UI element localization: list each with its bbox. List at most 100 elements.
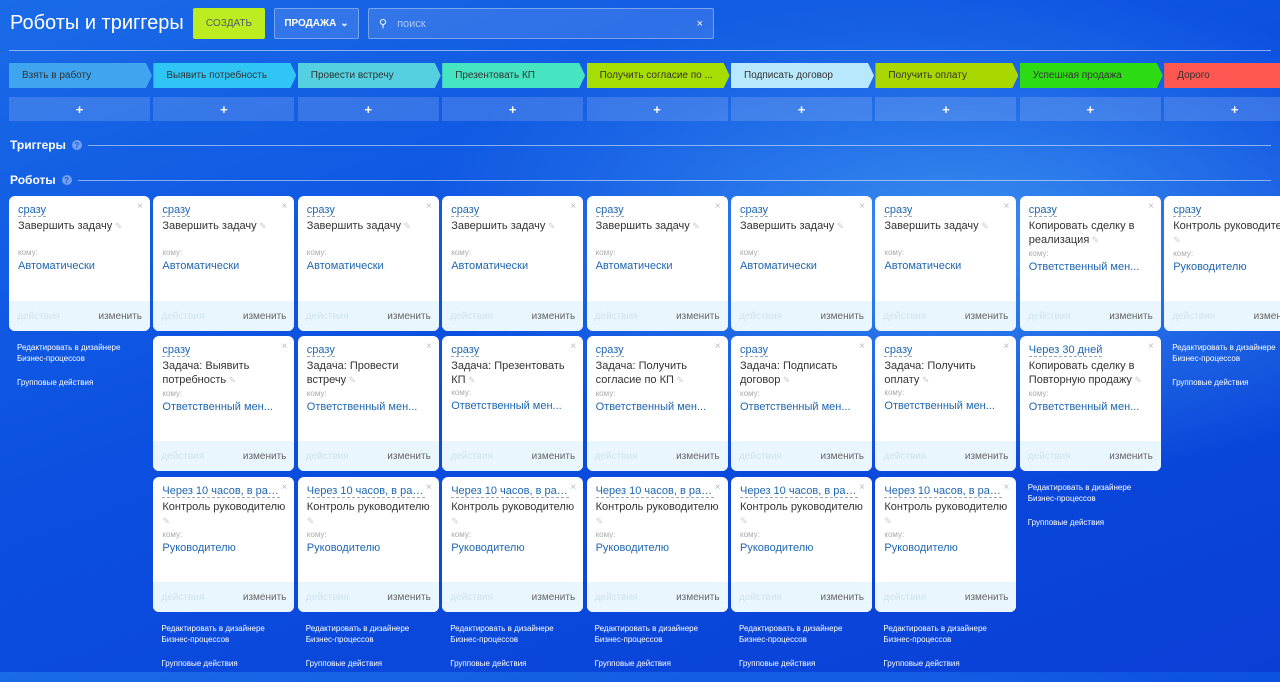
stage-8[interactable]: Дорого [1164,63,1280,88]
designer-link[interactable]: Редактировать в дизайнере Бизнес-процесс… [305,624,410,644]
robot-card[interactable]: Через 30 дней × Копировать сделку в Повтор… [1019,336,1161,471]
robot-delay-link[interactable]: сразу [451,204,480,217]
close-icon[interactable]: × [425,201,432,212]
edit-pencil-icon[interactable]: ✎ [780,375,791,385]
robot-responsible[interactable]: Ответственный мен... [162,401,273,413]
robot-delay-link[interactable]: Через 10 часов, в раб... [162,485,281,498]
robot-delay-link[interactable]: Через 10 часов, в раб... [595,485,714,498]
add-robot-button[interactable]: + [442,97,584,121]
pipeline-select[interactable]: ПРОДАЖА ⌄ [274,8,359,39]
robot-responsible[interactable]: Ответственный мен... [1028,401,1140,413]
actions-link[interactable]: действия [739,310,782,322]
stage-3[interactable]: Презентовать КП [442,63,585,88]
stage-2[interactable]: Провести встречу [298,63,441,88]
edit-pencil-icon[interactable]: ✎ [346,375,357,385]
edit-pencil-icon[interactable]: ✎ [451,516,459,526]
designer-link[interactable]: Редактировать в дизайнере Бизнес-процесс… [594,624,699,644]
close-icon[interactable]: × [714,201,721,212]
edit-link[interactable]: изменить [676,450,720,462]
actions-link[interactable]: действия [161,450,205,462]
edit-pencil-icon[interactable]: ✎ [978,221,989,231]
help-icon[interactable]: ? [61,175,72,185]
actions-link[interactable]: действия [17,310,60,322]
designer-link[interactable]: Редактировать в дизайнере Бизнес-процесс… [450,624,554,644]
close-icon[interactable]: × [570,201,577,212]
edit-link[interactable]: изменить [387,310,431,322]
add-robot-button[interactable]: + [297,97,439,121]
edit-pencil-icon[interactable]: ✎ [162,516,170,526]
robot-card[interactable]: сразу × Задача: Провести встречу ✎ кому: Отв… [297,336,439,471]
designer-link[interactable]: Редактировать в дизайнере Бизнес-процесс… [1027,483,1132,503]
stage-4[interactable]: Получить согласие по ... [587,63,730,88]
close-icon[interactable]: × [425,341,432,352]
robot-responsible[interactable]: Руководителю [740,542,814,554]
robot-responsible[interactable]: Руководителю [1173,261,1247,273]
robot-delay-link[interactable]: Через 10 часов, в раб... [740,485,858,498]
robot-delay-link[interactable]: сразу [884,204,913,217]
robot-delay-link[interactable]: сразу [306,344,335,357]
edit-link[interactable]: изменить [242,591,287,603]
robot-delay-link[interactable]: сразу [740,204,769,217]
edit-link[interactable]: изменить [1109,310,1153,322]
robot-delay-link[interactable]: сразу [162,204,191,217]
add-robot-button[interactable]: + [586,97,728,121]
edit-link[interactable]: изменить [820,591,864,603]
robot-responsible[interactable]: Руководителю [451,542,525,554]
edit-pencil-icon[interactable]: ✎ [884,516,892,526]
edit-link[interactable]: изменить [964,591,1009,603]
robot-delay-link[interactable]: сразу [1028,204,1057,217]
robot-card[interactable]: сразу × Завершить задачу ✎ кому: Автоматичес… [731,196,872,331]
edit-pencil-icon[interactable]: ✎ [226,375,237,385]
robot-card[interactable]: сразу × Завершить задачу ✎ кому: Автоматичес… [442,196,584,331]
edit-link[interactable]: изменить [1253,310,1280,322]
designer-link[interactable]: Редактировать в дизайнере Бизнес-процесс… [883,624,987,644]
edit-pencil-icon[interactable]: ✎ [256,221,267,231]
robot-delay-link[interactable]: Через 10 часов, в раб... [451,485,570,498]
close-icon[interactable]: × [1003,201,1010,212]
group-actions-link[interactable]: Групповые действия [1172,378,1249,387]
group-actions-link[interactable]: Групповые действия [739,659,816,668]
robot-responsible[interactable]: Руководителю [884,542,958,554]
actions-link[interactable]: действия [739,450,782,462]
group-actions-link[interactable]: Групповые действия [594,659,671,668]
robot-card[interactable]: сразу × Завершить задачу ✎ кому: Автоматичес… [875,196,1017,331]
actions-link[interactable]: действия [883,450,927,462]
edit-pencil-icon[interactable]: ✎ [1089,235,1100,245]
robot-responsible[interactable]: Ответственный мен... [740,401,851,413]
close-icon[interactable]: × [281,201,288,212]
close-icon[interactable]: × [859,341,865,352]
close-icon[interactable]: × [1003,341,1010,352]
close-icon[interactable]: × [1003,482,1010,493]
edit-pencil-icon[interactable]: ✎ [919,375,930,385]
help-icon[interactable]: ? [71,140,82,150]
edit-link[interactable]: изменить [387,591,431,603]
robot-card[interactable]: сразу × Завершить задачу ✎ кому: Автоматичес… [586,196,728,331]
edit-link[interactable]: изменить [531,450,576,462]
edit-link[interactable]: изменить [820,310,864,322]
actions-link[interactable]: действия [305,591,349,603]
robot-responsible[interactable]: Автоматически [884,260,962,272]
robot-delay-link[interactable]: сразу [162,344,191,357]
edit-link[interactable]: изменить [242,310,287,322]
stage-7[interactable]: Успешная продажа [1020,63,1163,88]
edit-pencil-icon[interactable]: ✎ [401,221,412,231]
robot-delay-link[interactable]: сразу [18,204,47,217]
edit-link[interactable]: изменить [98,310,142,322]
robot-responsible[interactable]: Ответственный мен... [1028,261,1140,273]
designer-link[interactable]: Редактировать в дизайнере Бизнес-процесс… [739,624,843,644]
edit-pencil-icon[interactable]: ✎ [545,221,556,231]
robot-delay-link[interactable]: сразу [595,204,624,217]
robot-card[interactable]: Через 10 часов, в раб... × Контроль руково… [297,477,439,612]
edit-link[interactable]: изменить [676,591,720,603]
close-icon[interactable]: × [1147,341,1154,352]
search-input[interactable]: ⚲ поиск × [368,8,714,39]
stage-0[interactable]: Взять в работу [9,63,152,88]
robot-responsible[interactable]: Автоматически [162,260,240,272]
robot-delay-link[interactable]: сразу [451,344,480,357]
robot-responsible[interactable]: Руководителю [595,542,669,554]
close-icon[interactable]: × [859,482,865,493]
actions-link[interactable]: действия [594,591,638,603]
add-robot-button[interactable]: + [1164,97,1280,121]
group-actions-link[interactable]: Групповые действия [17,378,94,387]
group-actions-link[interactable]: Групповые действия [1027,518,1105,527]
